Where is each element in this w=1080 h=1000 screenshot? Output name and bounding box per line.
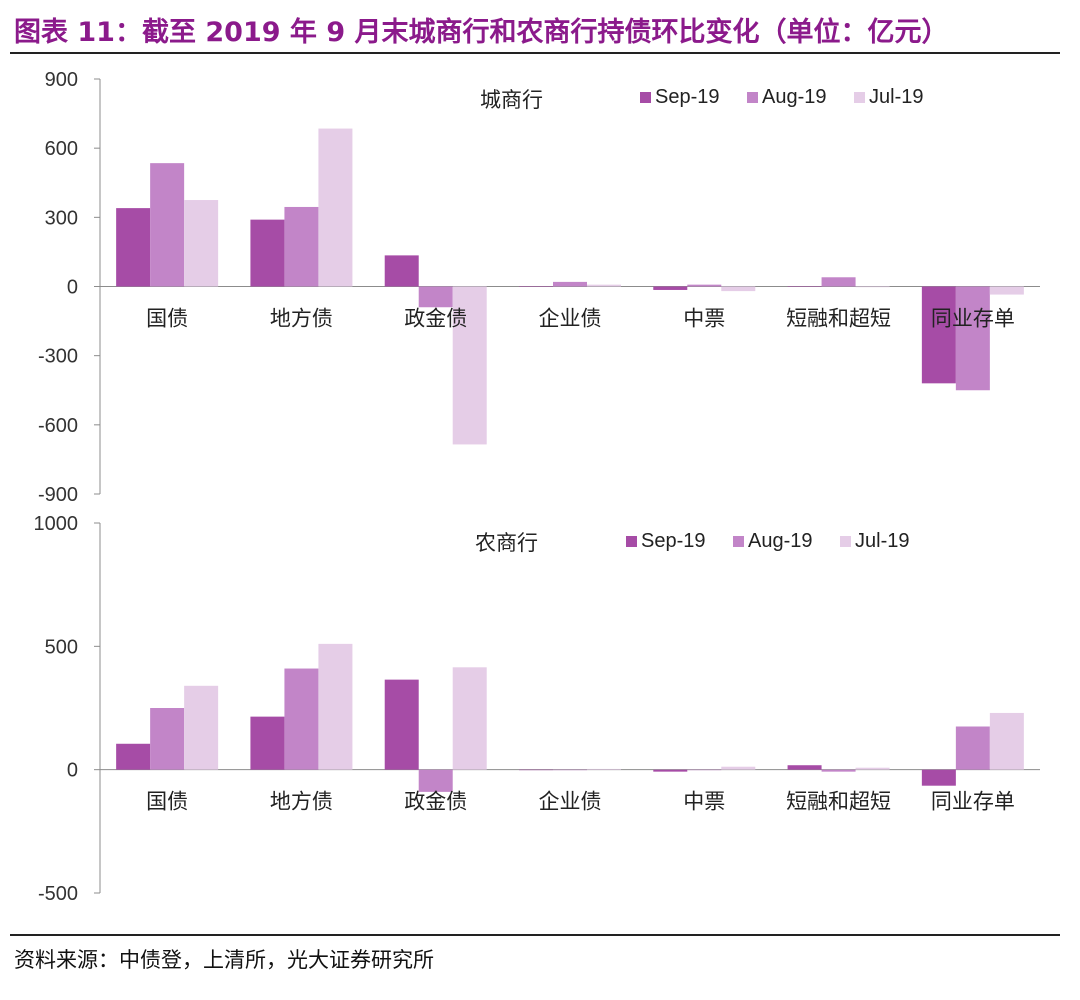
legend-label: Sep-19 xyxy=(655,86,720,108)
legend-swatch xyxy=(840,536,851,547)
bar-sep-19-6 xyxy=(921,286,956,384)
bar-sep-19-5 xyxy=(787,286,822,287)
bar-jul-19-1 xyxy=(318,128,353,287)
legend-swatch xyxy=(733,536,744,547)
category-label: 政金债 xyxy=(404,790,467,814)
bar-jul-19-5 xyxy=(855,286,890,288)
category-label: 政金债 xyxy=(404,307,467,331)
category-label: 同业存单 xyxy=(931,307,1015,331)
bar-sep-19-5 xyxy=(787,765,822,770)
bar-sep-19-2 xyxy=(384,255,419,287)
bar-aug-19-6 xyxy=(955,726,990,770)
category-label: 中票 xyxy=(683,307,725,331)
y-tick-label: 300 xyxy=(45,207,78,229)
y-tick-label: 0 xyxy=(67,277,78,299)
bar-jul-19-2 xyxy=(452,667,487,770)
bar-sep-19-0 xyxy=(116,208,151,287)
bar-jul-19-5 xyxy=(855,767,890,770)
bar-aug-19-4 xyxy=(687,769,722,771)
bar-jul-19-6 xyxy=(989,286,1024,295)
bar-aug-19-4 xyxy=(687,284,722,287)
bar-aug-19-5 xyxy=(821,277,856,287)
y-tick-label: -300 xyxy=(38,346,78,368)
bar-jul-19-0 xyxy=(184,200,219,287)
bar-sep-19-2 xyxy=(384,679,419,770)
bar-aug-19-0 xyxy=(150,163,185,287)
bar-aug-19-3 xyxy=(553,281,587,287)
category-label: 短融和超短 xyxy=(786,790,891,814)
y-tick-label: 900 xyxy=(45,69,78,91)
bar-sep-19-4 xyxy=(653,286,688,290)
y-tick-label: -600 xyxy=(38,415,78,437)
bar-jul-19-2 xyxy=(452,286,487,445)
bar-aug-19-2 xyxy=(418,769,453,792)
legend-swatch xyxy=(854,92,865,103)
bar-aug-19-1 xyxy=(284,668,319,770)
bar-aug-19-6 xyxy=(955,286,990,391)
bar-sep-19-1 xyxy=(250,716,285,770)
y-tick-label: 1000 xyxy=(34,513,79,535)
category-label: 国债 xyxy=(146,790,188,814)
category-label: 中票 xyxy=(683,790,725,814)
bar-aug-19-2 xyxy=(418,286,453,308)
bar-jul-19-0 xyxy=(184,685,219,770)
legend-label: Sep-19 xyxy=(641,530,706,552)
bar-jul-19-1 xyxy=(318,643,353,770)
chart-city-banks: 900 600 300 0 -300 -600 -900 国债 地方债 政金债 企业债 中票 短融和超短… xyxy=(38,69,1040,506)
bar-jul-19-6 xyxy=(989,712,1024,770)
legend-swatch xyxy=(640,92,651,103)
category-label: 地方债 xyxy=(270,307,333,331)
title-divider xyxy=(10,52,1060,54)
chart-title: 农商行 xyxy=(475,531,538,555)
bar-sep-19-3 xyxy=(519,286,553,287)
bar-jul-19-4 xyxy=(721,286,756,292)
bar-jul-19-3 xyxy=(587,768,621,770)
figure-title: 图表 11：截至 2019 年 9 月末城商行和农商行持债环比变化（单位：亿元） xyxy=(14,17,949,48)
bar-sep-19-4 xyxy=(653,769,688,772)
bar-sep-19-0 xyxy=(116,743,151,770)
y-tick-label: -900 xyxy=(38,484,78,506)
bar-aug-19-0 xyxy=(150,708,185,770)
y-tick-label: -500 xyxy=(38,883,78,905)
category-label: 企业债 xyxy=(539,307,602,331)
category-label: 短融和超短 xyxy=(786,307,891,331)
bar-sep-19-1 xyxy=(250,219,285,287)
bar-aug-19-3 xyxy=(553,769,587,771)
bar-aug-19-1 xyxy=(284,206,319,287)
bar-sep-19-3 xyxy=(519,769,553,771)
bar-jul-19-3 xyxy=(587,284,621,287)
bar-aug-19-5 xyxy=(821,769,856,772)
legend-label: Aug-19 xyxy=(762,86,827,108)
legend-label: Aug-19 xyxy=(748,530,813,552)
legend-label: Jul-19 xyxy=(869,86,923,108)
chart-rural-banks: 1000 500 0 -500 国债 地方债 政金债 企业债 中票 短融和超短 同业存单 农商行 Sep… xyxy=(34,513,1040,905)
chart-title: 城商行 xyxy=(480,88,543,112)
legend-label: Jul-19 xyxy=(855,530,909,552)
source-note: 资料来源：中债登，上清所，光大证券研究所 xyxy=(14,948,434,972)
y-tick-label: 0 xyxy=(67,760,78,782)
y-tick-label: 600 xyxy=(45,138,78,160)
bar-jul-19-4 xyxy=(721,766,756,770)
category-label: 国债 xyxy=(146,307,188,331)
y-tick-label: 500 xyxy=(45,636,78,658)
category-label: 企业债 xyxy=(539,790,602,814)
legend-swatch xyxy=(626,536,637,547)
source-divider xyxy=(10,934,1060,936)
category-label: 地方债 xyxy=(270,790,333,814)
bar-sep-19-6 xyxy=(921,769,956,786)
category-label: 同业存单 xyxy=(931,790,1015,814)
legend-swatch xyxy=(747,92,758,103)
